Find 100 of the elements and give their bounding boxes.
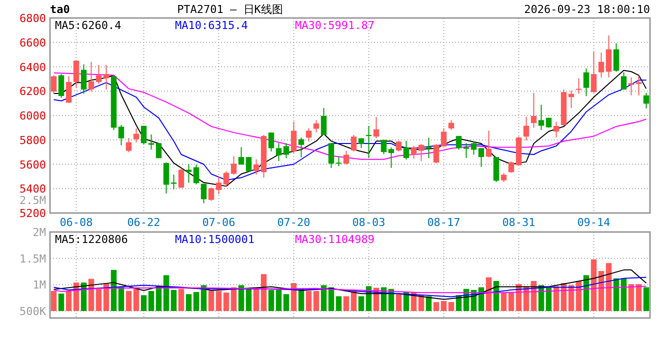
candlestick: [118, 124, 124, 146]
text: MA5:1220806: [55, 233, 128, 246]
x-tick-label: 07-20: [277, 216, 310, 229]
candlestick: [508, 160, 514, 174]
y-tick-label: 5600: [20, 158, 46, 172]
y-tick-label: 5200: [20, 207, 46, 220]
text: MA10:6315.4: [175, 19, 248, 32]
candlestick: [238, 146, 244, 166]
candlestick: [253, 158, 260, 175]
y-tick-label: 5400: [20, 182, 46, 196]
candlestick: [73, 60, 80, 89]
candlestick: [58, 74, 64, 98]
candlestick: [628, 76, 634, 96]
text: MA30:1104989: [295, 233, 374, 246]
candlestick: [478, 148, 484, 168]
candlestick: [380, 139, 387, 155]
candlestick: [643, 92, 650, 110]
x-tick-label: 09-14: [577, 216, 611, 229]
candlestick: [50, 74, 57, 94]
candlestick: [366, 125, 372, 159]
candlestick: [276, 142, 282, 162]
y-tick-label: 500K: [20, 305, 46, 318]
candlestick: [290, 121, 297, 154]
x-tick-label: 08-31: [502, 216, 536, 229]
candlestick: [403, 140, 410, 160]
candlestick: [193, 164, 200, 185]
candlestick: [208, 187, 214, 202]
candlestick: [283, 142, 290, 159]
text: MA30:5991.87: [295, 19, 374, 32]
candlestick: [410, 145, 417, 160]
y-tick-label: 6400: [20, 60, 46, 74]
candlestick: [598, 52, 604, 78]
text: 2026-09-23 18:00:10: [524, 3, 650, 16]
candlestick: [440, 128, 447, 147]
candlestick: [156, 142, 162, 159]
y-tick-label: 1.5M: [20, 252, 46, 266]
candlestick: [66, 76, 72, 104]
line-series: [53, 286, 647, 294]
candlestick: [223, 170, 230, 188]
candlestick: [148, 134, 154, 150]
candlestick: [448, 120, 454, 131]
y-tick-label: 6600: [20, 36, 46, 50]
candlestick: [336, 156, 342, 167]
candlestick: [306, 128, 312, 142]
candlestick: [298, 137, 304, 158]
y-tick-label: 1M: [32, 278, 46, 292]
candlestick: [88, 61, 94, 92]
y-tick-label: 5800: [20, 134, 46, 147]
x-tick-label: 08-17: [427, 216, 460, 229]
candlestick: [388, 146, 394, 168]
candlestick: [246, 156, 252, 172]
x-tick-label: 08-03: [352, 216, 386, 229]
y-tick-label: 6200: [20, 85, 46, 98]
candlestick: [140, 125, 147, 145]
candlestick: [606, 34, 612, 78]
x-tick-label: 06-08: [60, 216, 93, 229]
candlestick: [373, 116, 380, 139]
candlestick: [620, 72, 627, 90]
candlestick: [463, 142, 470, 159]
candlestick: [126, 138, 132, 153]
candlestick: [433, 144, 440, 164]
x-tick-label: 07-06: [202, 216, 236, 229]
candlestick: [313, 120, 320, 133]
text: MA10:1500001: [175, 233, 254, 246]
candlestick: [396, 140, 402, 152]
candlestick: [576, 78, 582, 94]
candlestick: [350, 134, 357, 152]
line-series: [53, 276, 647, 298]
candlestick: [268, 132, 274, 152]
chart-title: PTA2701 – 日K线图: [177, 3, 283, 16]
candlestick: [613, 42, 620, 72]
candlestick: [493, 156, 500, 183]
text: ta0: [50, 3, 70, 16]
candlestick: [530, 92, 537, 128]
candlestick: [470, 141, 477, 156]
x-tick-label: 06-22: [127, 216, 160, 229]
candlestick: [163, 162, 170, 194]
candlestick: [553, 121, 560, 138]
candlestick: [200, 183, 207, 204]
y-tick-label: 6000: [20, 110, 46, 122]
candlestick: [328, 142, 334, 168]
candlestick: [133, 128, 140, 143]
candlestick: [523, 116, 530, 141]
candlestick: [186, 164, 192, 184]
candlestick: [538, 104, 544, 131]
candlestick: [320, 107, 327, 136]
candlestick: [170, 174, 177, 190]
candlestick: [80, 64, 87, 94]
candlestick: [583, 68, 590, 97]
text: MA5:6260.4: [55, 19, 122, 32]
candlestick: [96, 64, 102, 84]
candlestick: [216, 176, 222, 195]
candlestick: [636, 75, 642, 96]
candlestick: [418, 144, 424, 162]
y-tick-label: 2M: [32, 226, 46, 239]
text: 2.5M: [20, 194, 46, 207]
candlestick: [343, 150, 350, 166]
candlestick: [230, 156, 237, 175]
candlestick: [456, 135, 462, 150]
candlestick: [590, 51, 597, 94]
